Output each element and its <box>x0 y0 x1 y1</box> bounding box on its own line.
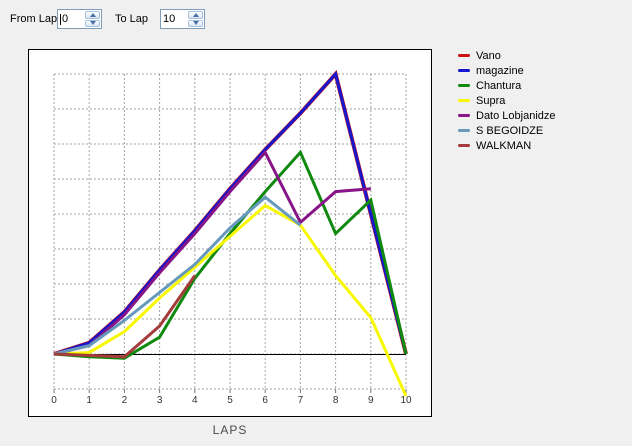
legend-swatch-icon <box>458 69 470 72</box>
to-lap-spin-up-button[interactable] <box>188 11 203 19</box>
from-lap-label: From Lap <box>10 13 58 25</box>
series-line-6 <box>53 274 197 359</box>
legend-label: WALKMAN <box>476 139 532 152</box>
legend-item: Dato Lobjanidze <box>458 108 556 123</box>
legend-item: magazine <box>458 63 556 78</box>
legend-label: Supra <box>476 94 506 107</box>
up-arrow-icon <box>89 12 96 17</box>
x-tick-label: 9 <box>368 395 374 406</box>
legend-swatch-icon <box>458 54 470 57</box>
legend-item: Vano <box>458 48 556 63</box>
legend-item: S BEGOIDZE <box>458 123 556 138</box>
x-tick-label: 4 <box>192 395 198 406</box>
from-lap-spin-down-button[interactable] <box>85 19 100 27</box>
to-lap-spin-down-button[interactable] <box>188 19 203 27</box>
from-lap-value: 0 <box>62 13 69 25</box>
from-lap-spinner: 0 <box>57 9 102 29</box>
legend-item: WALKMAN <box>458 138 556 153</box>
legend-swatch-icon <box>458 129 470 132</box>
from-lap-input[interactable]: 0 <box>58 10 84 28</box>
x-tick-label: 3 <box>157 395 163 406</box>
x-tick-label: 1 <box>86 395 92 406</box>
chart-legend: Vano magazine Chantura Supra Dato Lobjanidze… <box>458 48 556 153</box>
legend-swatch-icon <box>458 99 470 102</box>
legend-item: Supra <box>458 93 556 108</box>
down-arrow-icon <box>89 21 96 26</box>
legend-swatch-icon <box>458 144 470 147</box>
x-axis-title: LAPS <box>212 423 248 437</box>
series-line-1 <box>53 70 408 356</box>
legend-label: Vano <box>476 49 501 62</box>
legend-label: Dato Lobjanidze <box>476 109 556 122</box>
to-lap-spinner: 10 <box>160 9 205 29</box>
series-line-4 <box>53 149 371 356</box>
from-lap-spin-up-button[interactable] <box>85 11 100 19</box>
series-line-3 <box>53 203 408 397</box>
text-caret <box>60 13 61 25</box>
legend-swatch-icon <box>458 114 470 117</box>
down-arrow-icon <box>192 21 199 26</box>
legend-item: Chantura <box>458 78 556 93</box>
x-tick-label: 7 <box>298 395 304 406</box>
legend-label: magazine <box>476 64 524 77</box>
to-lap-spin-buttons <box>187 10 204 28</box>
x-tick-label: 8 <box>333 395 339 406</box>
legend-label: S BEGOIDZE <box>476 124 544 137</box>
legend-label: Chantura <box>476 79 522 92</box>
x-tick-label: 5 <box>227 395 233 406</box>
from-lap-spin-buttons <box>84 10 101 28</box>
series-line-5 <box>53 195 302 356</box>
laps-chart: 0 1 2 3 4 5 6 7 8 9 10 <box>51 69 412 406</box>
to-lap-label: To Lap <box>115 13 149 25</box>
legend-swatch-icon <box>458 84 470 87</box>
chart-panel: 0 1 2 3 4 5 6 7 8 9 10 <box>28 49 432 417</box>
to-lap-input[interactable]: 10 <box>161 10 187 28</box>
x-tick-label: 0 <box>51 395 57 406</box>
x-tick-label: 2 <box>122 395 128 406</box>
up-arrow-icon <box>192 12 199 17</box>
to-lap-value: 10 <box>163 13 176 25</box>
x-tick-label: 6 <box>262 395 268 406</box>
x-tick-label: 10 <box>400 395 412 406</box>
